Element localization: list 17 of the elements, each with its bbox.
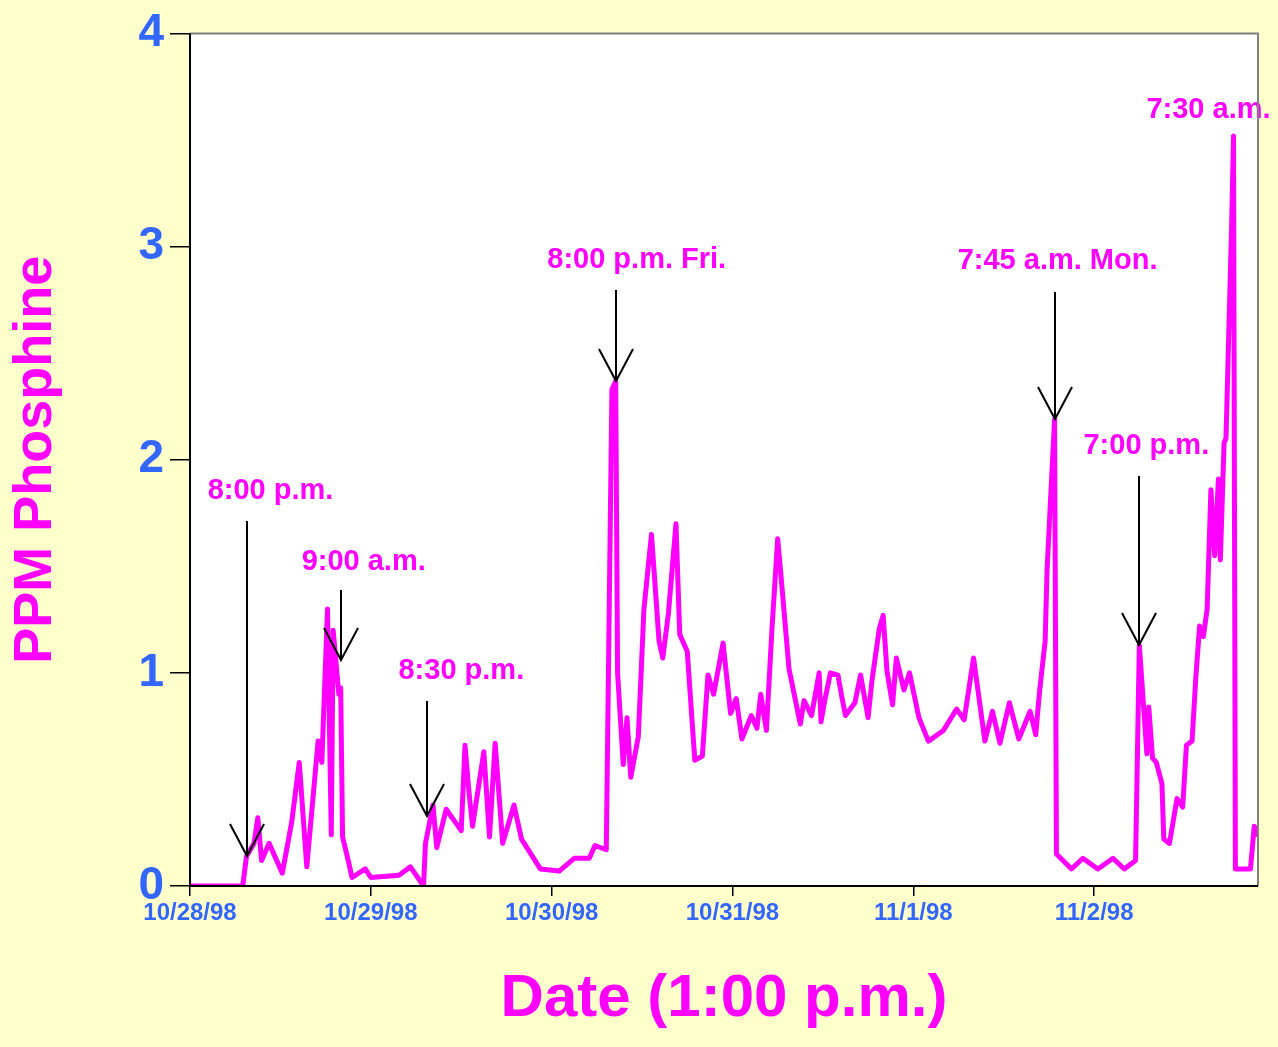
y-tick-label: 4 bbox=[138, 4, 165, 57]
x-tick-label: 11/2/98 bbox=[1054, 898, 1134, 926]
y-tick-label: 3 bbox=[138, 217, 164, 270]
annotation: 7:00 p.m. bbox=[1083, 428, 1210, 461]
x-tick-label: 10/30/98 bbox=[504, 898, 599, 926]
annotation: 7:45 a.m. Mon. bbox=[957, 243, 1158, 276]
annotation: 9:00 a.m. bbox=[301, 544, 426, 577]
annotation: 8:00 p.m. bbox=[207, 473, 334, 506]
y-tick-label: 1 bbox=[138, 643, 164, 696]
x-tick-label: 10/31/98 bbox=[685, 898, 780, 926]
x-tick-label: 10/29/98 bbox=[324, 898, 418, 926]
annotation: 8:30 p.m. bbox=[398, 652, 525, 685]
x-axis-title: Date (1:00 p.m.) bbox=[500, 961, 948, 1029]
y-tick-label: 2 bbox=[138, 430, 164, 483]
annotation: 8:00 p.m. Fri. bbox=[547, 241, 727, 274]
y-axis-title: PPM Phosphine bbox=[2, 255, 63, 664]
x-tick-label: 11/1/98 bbox=[873, 898, 953, 926]
